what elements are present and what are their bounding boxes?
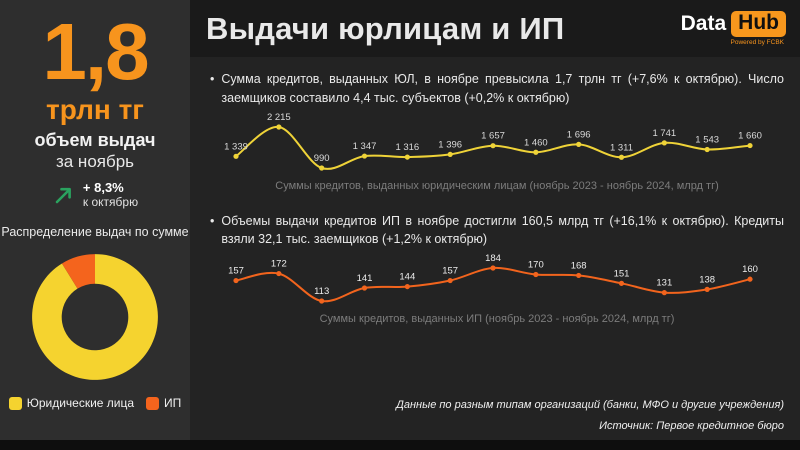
footnotes: Данные по разным типам организаций (банк… (210, 395, 784, 450)
donut-title: Распределение выдач по сумме (1, 225, 189, 239)
ip-chart-caption: Суммы кредитов, выданных ИП (ноябрь 2023… (319, 313, 675, 325)
delta-text: + 8,3% к октябрю (83, 180, 138, 209)
sidebar: 1,8 трлн тг объем выдач за ноябрь + 8,3%… (0, 0, 190, 450)
donut-chart-svg (32, 254, 158, 380)
svg-text:990: 990 (314, 153, 330, 164)
logo-text-data: Data (680, 12, 727, 35)
page-title: Выдачи юрлицам и ИП (206, 10, 565, 46)
up-right-arrow-icon (55, 187, 71, 203)
svg-text:1 696: 1 696 (567, 129, 591, 140)
svg-text:1 311: 1 311 (610, 142, 633, 153)
bottom-bar (0, 440, 800, 450)
svg-text:138: 138 (699, 274, 715, 285)
logo-text-hub: Hub (731, 11, 786, 37)
logo-tagline: Powered by FCBK (730, 39, 784, 46)
legend-swatch-ul (8, 396, 22, 410)
svg-text:1 543: 1 543 (695, 134, 719, 145)
datahub-logo: Data Hub Powered by FCBK (681, 11, 786, 46)
kpi-label: объем выдач (34, 130, 156, 150)
svg-text:1 339: 1 339 (224, 141, 248, 152)
donut-chart (19, 243, 171, 396)
content: • Сумма кредитов, выданных ЮЛ, в ноябре … (190, 57, 800, 450)
legend-item-ip: ИП (146, 396, 181, 410)
ip-line-chart: 157 172 113 141 144 157 184 170 168 151 131 138 160 (228, 253, 758, 304)
kpi-value: 1,8 (42, 7, 149, 96)
footnote-source: Источник: Первое кредитное бюро (599, 419, 784, 432)
logo-row: Data Hub (681, 11, 786, 37)
ul-chart-caption: Суммы кредитов, выданных юридическим лиц… (275, 179, 719, 192)
svg-text:1 741: 1 741 (652, 127, 676, 138)
svg-text:1 657: 1 657 (481, 130, 505, 141)
svg-text:172: 172 (271, 259, 287, 270)
delta-block: + 8,3% к октябрю (52, 180, 138, 209)
svg-text:157: 157 (442, 266, 458, 277)
header: Выдачи юрлицам и ИП Data Hub Powered by … (190, 0, 800, 57)
donut-legend: Юридические лица ИП (8, 396, 181, 410)
kpi-period: за ноябрь (55, 152, 135, 171)
svg-text:170: 170 (528, 260, 544, 271)
svg-text:184: 184 (485, 253, 501, 264)
svg-text:1 347: 1 347 (353, 141, 377, 152)
bullet-marker: • (210, 72, 215, 86)
legend-label-ip: ИП (164, 396, 182, 410)
svg-text:157: 157 (228, 266, 244, 277)
svg-text:141: 141 (357, 273, 373, 284)
bullet-ul: • Сумма кредитов, выданных ЮЛ, в ноябре … (210, 70, 784, 108)
legend-swatch-ip (146, 396, 160, 410)
svg-text:168: 168 (571, 260, 587, 271)
svg-text:144: 144 (399, 272, 415, 283)
svg-text:131: 131 (656, 278, 672, 289)
main-column: Выдачи юрлицам и ИП Data Hub Powered by … (190, 0, 800, 450)
footnote-orgs: Данные по разным типам организаций (банк… (396, 399, 784, 412)
svg-text:113: 113 (314, 286, 329, 297)
bullet-ip: • Объемы выдачи кредитов ИП в ноябре дос… (210, 212, 784, 250)
svg-text:1 660: 1 660 (738, 130, 762, 141)
svg-text:1 460: 1 460 (524, 137, 548, 148)
delta-caption: к октябрю (82, 195, 139, 209)
kpi-unit: трлн тг (46, 94, 144, 125)
legend-item-ul: Юридические лица (8, 396, 135, 410)
svg-text:160: 160 (742, 264, 758, 275)
bullet-marker: • (210, 213, 215, 228)
svg-text:1 316: 1 316 (395, 142, 419, 153)
ul-line-chart: 1 339 2 215 990 1 347 1 316 1 396 1 657 1 460 1 … (224, 112, 762, 171)
delta-value: + 8,3% (82, 180, 124, 195)
svg-text:1 396: 1 396 (438, 139, 462, 150)
svg-text:2 215: 2 215 (267, 112, 291, 123)
bullet-ul-text: Сумма кредитов, выданных ЮЛ, в ноябре пр… (221, 72, 784, 105)
svg-text:151: 151 (614, 268, 630, 279)
bullet-ip-text: Объемы выдачи кредитов ИП в ноябре дости… (221, 213, 784, 247)
legend-label-ul: Юридические лица (26, 396, 135, 410)
